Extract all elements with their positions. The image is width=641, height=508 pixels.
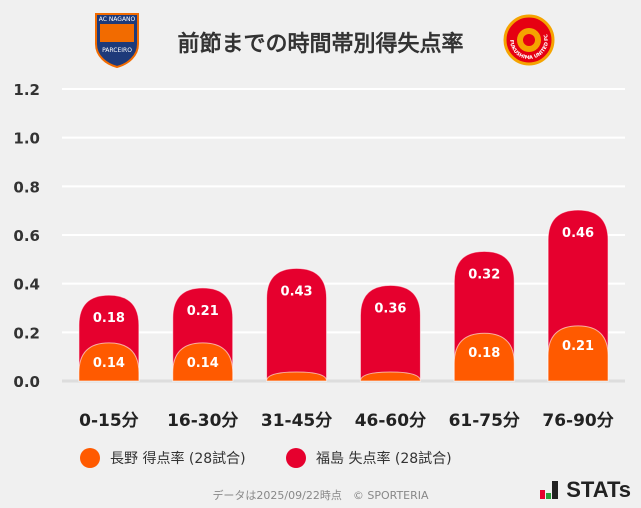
y-tick-label: 1.0: [13, 130, 40, 148]
bar-nagano: [78, 342, 140, 382]
stats-logo: STATs: [540, 477, 631, 503]
legend-item-fukushima: 福島 失点率 (28試合): [286, 448, 452, 468]
y-tick-label: 0.8: [13, 178, 40, 196]
x-tick-label: 0-15分: [79, 411, 139, 431]
footer-note: データは2025/09/22時点 © SPORTERIA: [212, 489, 429, 502]
data-label-fukushima: 0.43: [281, 284, 313, 299]
bar-nagano: [359, 371, 421, 382]
legend-label: 福島 失点率 (28試合): [316, 451, 452, 467]
y-tick-label: 1.2: [13, 81, 40, 99]
nagano-logo: AC NAGANO PARCEIRO: [94, 12, 140, 72]
y-tick-label: 0.4: [13, 276, 40, 294]
y-tick-label: 0.2: [13, 324, 40, 342]
bar-nagano: [172, 342, 234, 382]
chart: 0.0 0.2 0.4 0.6 0.8 1.0 1.2 0.18 0.14 0-15分 0.21 0.…: [13, 81, 625, 431]
data-label-fukushima: 0.36: [374, 301, 406, 316]
page-title: 前節までの時間帯別得失点率: [177, 32, 464, 57]
x-tick-label: 61-75分: [449, 411, 520, 431]
legend-item-nagano: 長野 得点率 (28試合): [80, 448, 246, 468]
data-label-nagano: 0.14: [93, 356, 125, 371]
bar-fukushima: [359, 284, 421, 382]
fukushima-swatch: [286, 448, 306, 468]
data-label-nagano: 0.14: [187, 356, 219, 371]
legend-label: 長野 得点率 (28試合): [110, 451, 246, 467]
bar-nagano: [547, 325, 609, 382]
data-label-fukushima: 0.18: [93, 311, 125, 326]
y-tick-label: 0.6: [13, 227, 40, 245]
fukushima-logo: FUKUSHIMA UNITED FC: [503, 12, 555, 72]
x-tick-label: 76-90分: [542, 411, 613, 431]
data-label-nagano: 0.21: [562, 339, 594, 354]
data-label-fukushima: 0.46: [562, 226, 594, 241]
bar-nagano: [453, 332, 515, 382]
x-tick-label: 16-30分: [167, 411, 238, 431]
x-tick-label: 46-60分: [355, 411, 426, 431]
svg-text:PARCEIRO: PARCEIRO: [102, 47, 132, 54]
data-label-fukushima: 0.21: [187, 304, 219, 319]
bar-nagano: [266, 371, 328, 382]
svg-text:AC NAGANO: AC NAGANO: [99, 16, 136, 23]
bar-fukushima: [266, 267, 328, 382]
data-label-fukushima: 0.32: [468, 267, 500, 282]
x-tick-label: 31-45分: [261, 411, 332, 431]
stats-bar-icon: [540, 481, 559, 499]
y-tick-label: 0.0: [13, 373, 40, 391]
nagano-swatch: [80, 448, 100, 468]
data-label-nagano: 0.18: [468, 346, 500, 361]
